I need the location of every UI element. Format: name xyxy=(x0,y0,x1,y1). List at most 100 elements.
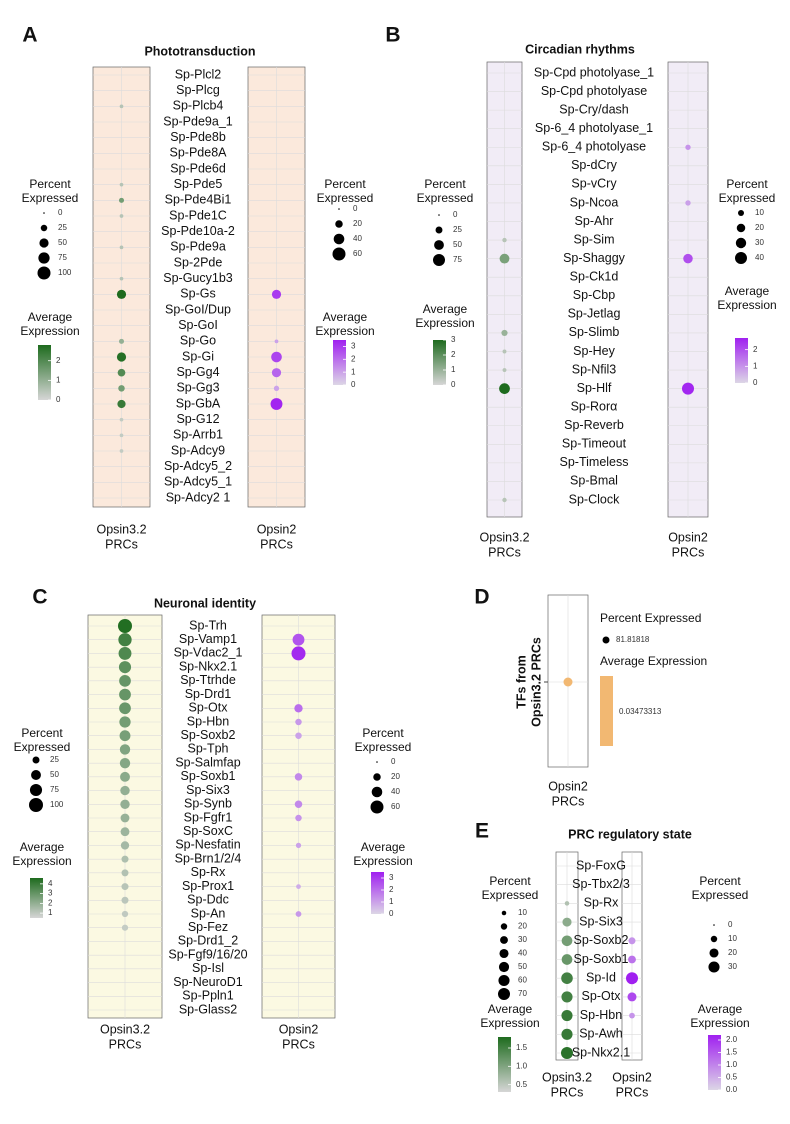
column-label: PRCs xyxy=(109,1037,142,1051)
gene-label: Sp-Gs xyxy=(180,287,215,301)
column-label: PRCs xyxy=(616,1085,649,1099)
colorbar-label: 1 xyxy=(389,897,394,906)
panel-letter: A xyxy=(22,24,37,47)
dot xyxy=(685,144,691,150)
gene-label: Sp-Fgfr1 xyxy=(184,810,233,824)
gene-label: Sp-Pde4Bi1 xyxy=(165,193,232,207)
panel-title: PRC regulatory state xyxy=(568,827,692,841)
gene-label: Sp-Timeout xyxy=(562,437,627,451)
dot xyxy=(561,1010,573,1022)
gene-label: Sp-Rx xyxy=(191,865,226,879)
gene-label: Sp-2Pde xyxy=(174,255,223,269)
gene-label: Sp-Cry/dash xyxy=(559,102,629,116)
size-legend-title: Expressed xyxy=(14,740,71,754)
color-legend-title: Average xyxy=(725,284,770,298)
gene-label: Sp-Cbp xyxy=(573,288,615,302)
dot xyxy=(120,813,130,823)
size-legend-dot xyxy=(498,961,510,973)
dot xyxy=(563,677,573,687)
size-legend-dot xyxy=(438,214,440,216)
dot xyxy=(120,771,130,782)
size-legend-label: 10 xyxy=(728,934,737,943)
gene-label: Sp-Adcy5_2 xyxy=(164,459,232,473)
dot xyxy=(499,253,510,264)
gene-label: Sp-Drd1_2 xyxy=(178,934,238,948)
colorbar xyxy=(30,878,43,918)
dot xyxy=(295,911,302,917)
column-label: PRCs xyxy=(260,537,293,551)
size-legend-label: 0 xyxy=(391,757,396,766)
column-label: PRCs xyxy=(488,545,521,559)
gene-label: Sp-Vdac2_1 xyxy=(174,646,243,660)
size-legend-title: Expressed xyxy=(719,191,776,205)
gene-label: Sp-Ck1d xyxy=(570,270,619,284)
dot xyxy=(294,704,303,713)
colorbar-label: 0 xyxy=(389,909,394,918)
dot xyxy=(119,104,124,109)
dot xyxy=(119,214,124,218)
size-legend-label: 10 xyxy=(755,208,764,217)
color-legend-title: Expression xyxy=(690,1016,749,1030)
colorbar-label: 1.0 xyxy=(516,1061,528,1070)
gene-label: Sp-Rorα xyxy=(571,399,618,413)
colorbar-label: 0 xyxy=(753,378,758,387)
dot xyxy=(628,937,636,945)
size-legend-dot xyxy=(43,212,45,214)
gene-label: Sp-Pde1C xyxy=(169,208,227,222)
dot xyxy=(628,955,636,964)
dot xyxy=(118,385,125,392)
size-legend-title: Expressed xyxy=(355,740,412,754)
column-label: Opsin3.2 xyxy=(479,530,529,544)
panel-title: Circadian rhythms xyxy=(525,42,635,56)
dot xyxy=(561,935,573,947)
colorbar xyxy=(498,1037,511,1092)
gene-label: Sp-Otx xyxy=(189,701,229,715)
dot xyxy=(120,827,130,837)
colorbar-label: 1 xyxy=(451,365,456,374)
size-legend-dot xyxy=(736,223,746,233)
size-legend-dot xyxy=(708,961,720,973)
dot xyxy=(294,800,303,809)
dot xyxy=(120,841,130,850)
dot xyxy=(119,702,131,715)
dot xyxy=(685,200,691,206)
gene-label: Sp-Timeless xyxy=(560,455,629,469)
gene-label: Sp-Hbn xyxy=(187,714,229,728)
dot xyxy=(273,385,280,391)
dot xyxy=(629,1012,635,1019)
y-axis-label: TFs from xyxy=(514,655,528,708)
size-legend-dot xyxy=(713,924,715,926)
gene-label: Sp-G12 xyxy=(176,412,219,426)
panel-letter: D xyxy=(474,586,489,609)
gene-label: Sp-Gg3 xyxy=(176,381,219,395)
dot xyxy=(627,992,637,1002)
gene-label: Sp-Trh xyxy=(189,618,227,632)
gene-label: Sp-Six3 xyxy=(186,783,230,797)
dot xyxy=(296,884,301,889)
dot xyxy=(119,716,131,728)
gene-label: Sp-Pde9a xyxy=(170,240,226,254)
colorbar-label: 1 xyxy=(351,367,356,376)
gene-label: Sp-Ttrhde xyxy=(180,673,236,687)
gene-label: Sp-Adcy9 xyxy=(171,443,225,457)
colorbar-label: 2 xyxy=(48,898,53,907)
dot xyxy=(121,869,129,877)
gene-label: Sp-Awh xyxy=(579,1027,623,1041)
size-legend-title: Percent xyxy=(699,874,741,888)
gene-label: Sp-Adcy2 1 xyxy=(166,490,231,504)
size-legend-label: 25 xyxy=(453,225,462,234)
color-legend-title: Average xyxy=(361,840,406,854)
gene-label: Sp-Gi xyxy=(182,349,214,363)
colorbar-label: 0 xyxy=(56,395,61,404)
size-legend-dot xyxy=(370,800,384,814)
size-legend-label: 25 xyxy=(50,755,59,764)
gene-label: Sp-FoxG xyxy=(576,858,626,872)
gene-label: Sp-Fgf9/16/20 xyxy=(168,947,247,961)
size-legend-label: 0 xyxy=(728,920,733,929)
size-legend-dot xyxy=(602,636,610,644)
size-legend-label: 100 xyxy=(58,268,72,277)
gene-label: Sp-Pde6d xyxy=(170,161,226,175)
colorbar-label: 0 xyxy=(351,380,356,389)
size-legend-label: 60 xyxy=(391,802,400,811)
size-legend-dot xyxy=(735,237,747,249)
